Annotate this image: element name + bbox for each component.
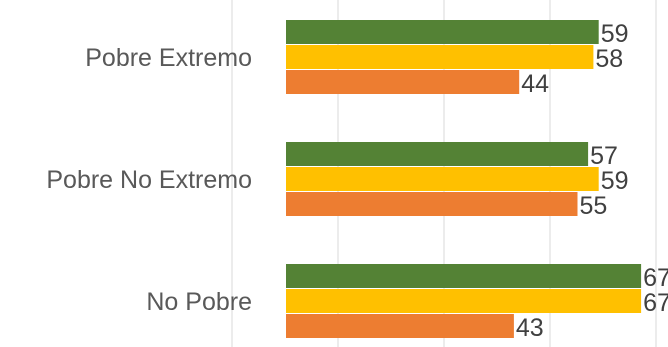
bar bbox=[286, 314, 514, 338]
category-labels: Pobre Extremo Pobre No Extremo No Pobre bbox=[46, 44, 252, 316]
bar bbox=[286, 192, 578, 216]
category-label: Pobre No Extremo bbox=[46, 166, 252, 194]
bars bbox=[286, 20, 642, 338]
data-label: 57 bbox=[590, 142, 618, 170]
bar bbox=[286, 20, 599, 44]
bar bbox=[286, 70, 520, 94]
data-label: 59 bbox=[601, 167, 629, 195]
data-label: 55 bbox=[580, 192, 608, 220]
bar bbox=[286, 264, 642, 288]
data-label: 44 bbox=[521, 70, 549, 98]
bar bbox=[286, 289, 642, 313]
category-label: Pobre Extremo bbox=[85, 44, 252, 72]
data-label: 67 bbox=[643, 289, 668, 317]
bar bbox=[286, 167, 599, 191]
data-label: 43 bbox=[516, 314, 544, 342]
data-label: 67 bbox=[643, 264, 668, 292]
bar bbox=[286, 45, 594, 69]
data-label: 59 bbox=[601, 20, 629, 48]
data-label: 58 bbox=[595, 45, 623, 73]
bar bbox=[286, 142, 589, 166]
category-label: No Pobre bbox=[146, 288, 252, 316]
